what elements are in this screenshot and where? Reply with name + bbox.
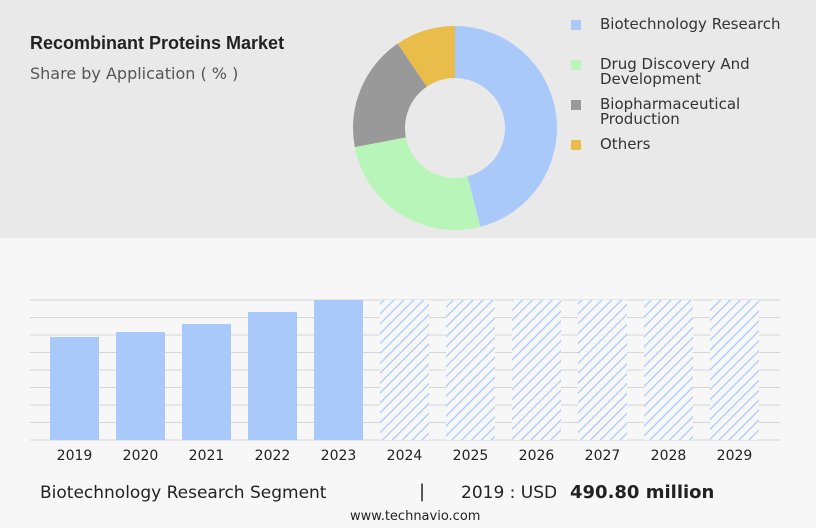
legend-label: Others — [600, 135, 651, 153]
legend-swatch — [571, 20, 581, 30]
bar — [182, 323, 231, 440]
segment-label: Biotechnology Research Segment — [40, 483, 327, 503]
year-label: 2019 : USD — [461, 483, 558, 503]
x-tick-label: 2027 — [585, 448, 621, 464]
legend-label: Biopharmaceutical Production — [600, 95, 741, 128]
forecast-bar — [578, 300, 627, 440]
donut-segment — [353, 43, 427, 148]
source: www.technavio.com — [350, 509, 481, 524]
forecast-bar — [380, 300, 429, 440]
bar — [248, 311, 297, 440]
forecast-bar — [710, 300, 759, 440]
forecast-bar — [512, 300, 561, 440]
x-tick-label: 2028 — [651, 448, 687, 464]
donut-segment — [354, 137, 481, 230]
x-tick-label: 2023 — [321, 448, 357, 464]
x-tick-label: 2025 — [453, 448, 489, 464]
chart-title: Recombinant Proteins Market — [30, 33, 285, 53]
legend-swatch — [571, 60, 581, 70]
x-tick-label: 2021 — [189, 448, 225, 464]
x-tick-label: 2020 — [123, 448, 159, 464]
legend-label: Biotechnology Research — [600, 15, 781, 33]
bar — [314, 300, 363, 440]
chart-subtitle: Share by Application ( % ) — [30, 64, 239, 83]
x-tick-label: 2019 — [57, 448, 93, 464]
bar — [116, 331, 165, 440]
x-tick-label: 2024 — [387, 448, 423, 464]
separator: | — [419, 481, 426, 502]
forecast-bar — [644, 300, 693, 440]
legend-swatch — [571, 100, 581, 110]
x-tick-label: 2026 — [519, 448, 555, 464]
legend-swatch — [571, 140, 581, 150]
donut-segment — [397, 26, 455, 87]
value-label: 490.80 million — [570, 482, 715, 503]
donut-segment — [455, 26, 557, 227]
forecast-bar — [446, 300, 495, 440]
x-tick-label: 2022 — [255, 448, 291, 464]
x-tick-label: 2029 — [717, 448, 753, 464]
bar — [50, 336, 99, 440]
legend-label: Drug Discovery And Development — [600, 55, 750, 88]
